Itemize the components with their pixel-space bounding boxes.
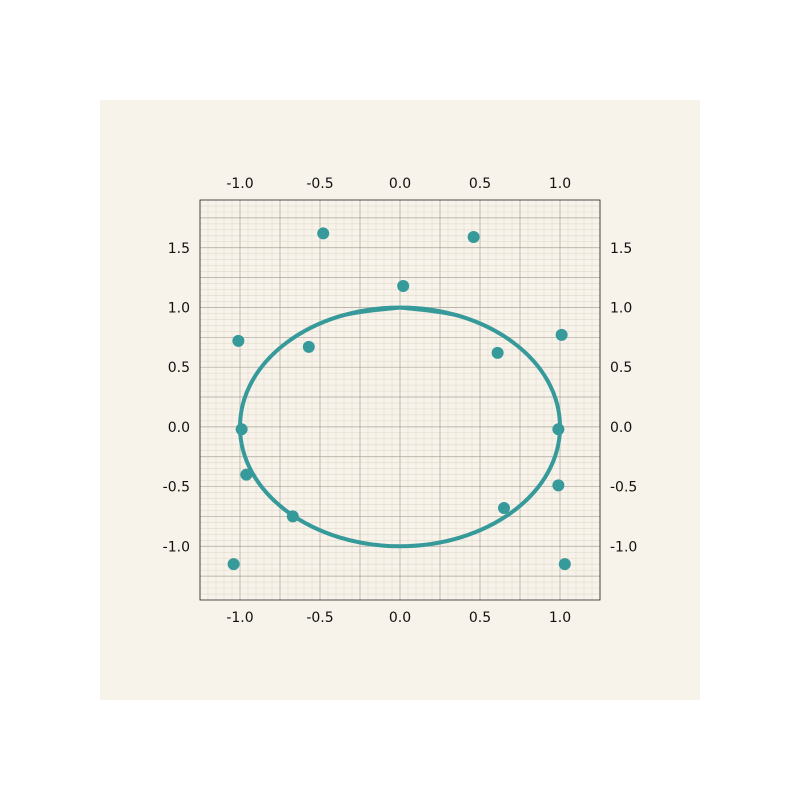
series-layer	[227, 227, 571, 571]
scatter-point	[302, 340, 315, 353]
x-tick-label-top: -0.5	[306, 176, 333, 192]
y-tick-label-left: -1.0	[163, 539, 190, 555]
y-tick-label-left: -0.5	[163, 480, 190, 496]
scatter-point	[227, 558, 240, 571]
x-tick-label-bottom: -1.0	[226, 610, 253, 626]
y-tick-label-right: 0.0	[610, 420, 632, 436]
scatter-point	[317, 227, 330, 240]
major-grid	[199, 200, 601, 600]
scatter-point	[240, 468, 253, 481]
y-tick-label-right: 0.5	[610, 360, 632, 376]
y-tick-label-right: -0.5	[610, 480, 637, 496]
y-tick-label-left: 0.0	[168, 420, 190, 436]
x-tick-label-bottom: 0.0	[389, 610, 411, 626]
chart: -1.0 -1.0 -0.5 -0.5 0.0 0.0 0.5 0.5 1.0 1.0 -1.0 -1…	[100, 100, 700, 700]
plot-frame	[199, 199, 601, 601]
x-tick-label-top: 0.5	[469, 176, 491, 192]
x-tick-label-bottom: -0.5	[306, 610, 333, 626]
scatter-point	[552, 479, 565, 492]
tick-layer: -1.0 -1.0 -0.5 -0.5 0.0 0.0 0.5 0.5 1.0 1.0 -1.0 -1…	[163, 176, 638, 626]
x-tick-label-bottom: 0.5	[469, 610, 491, 626]
scatter-point	[232, 334, 245, 347]
scatter-point	[491, 346, 504, 359]
scatter-point	[552, 423, 565, 436]
x-tick-label-top: 0.0	[389, 176, 411, 192]
chart-panel: -1.0 -1.0 -0.5 -0.5 0.0 0.0 0.5 0.5 1.0 1.0 -1.0 -1…	[100, 100, 700, 700]
y-tick-label-left: 1.0	[168, 300, 190, 316]
x-tick-label-top: -1.0	[226, 176, 253, 192]
y-tick-label-left: 0.5	[168, 360, 190, 376]
y-tick-label-right: 1.0	[610, 300, 632, 316]
scatter-point	[498, 502, 510, 515]
x-tick-label-top: 1.0	[549, 176, 571, 192]
scatter-point	[397, 279, 410, 292]
series-curve	[238, 305, 562, 549]
scatter-point	[467, 231, 480, 244]
plot-area	[199, 199, 601, 601]
y-tick-label-right: 1.5	[610, 241, 632, 257]
y-tick-label-left: 1.5	[168, 241, 190, 257]
scatter-point	[558, 558, 571, 571]
scatter-point	[555, 328, 568, 341]
x-tick-label-bottom: 1.0	[549, 610, 571, 626]
scatter-point	[235, 423, 248, 436]
scatter-point	[286, 510, 299, 523]
y-tick-label-right: -1.0	[610, 539, 637, 555]
